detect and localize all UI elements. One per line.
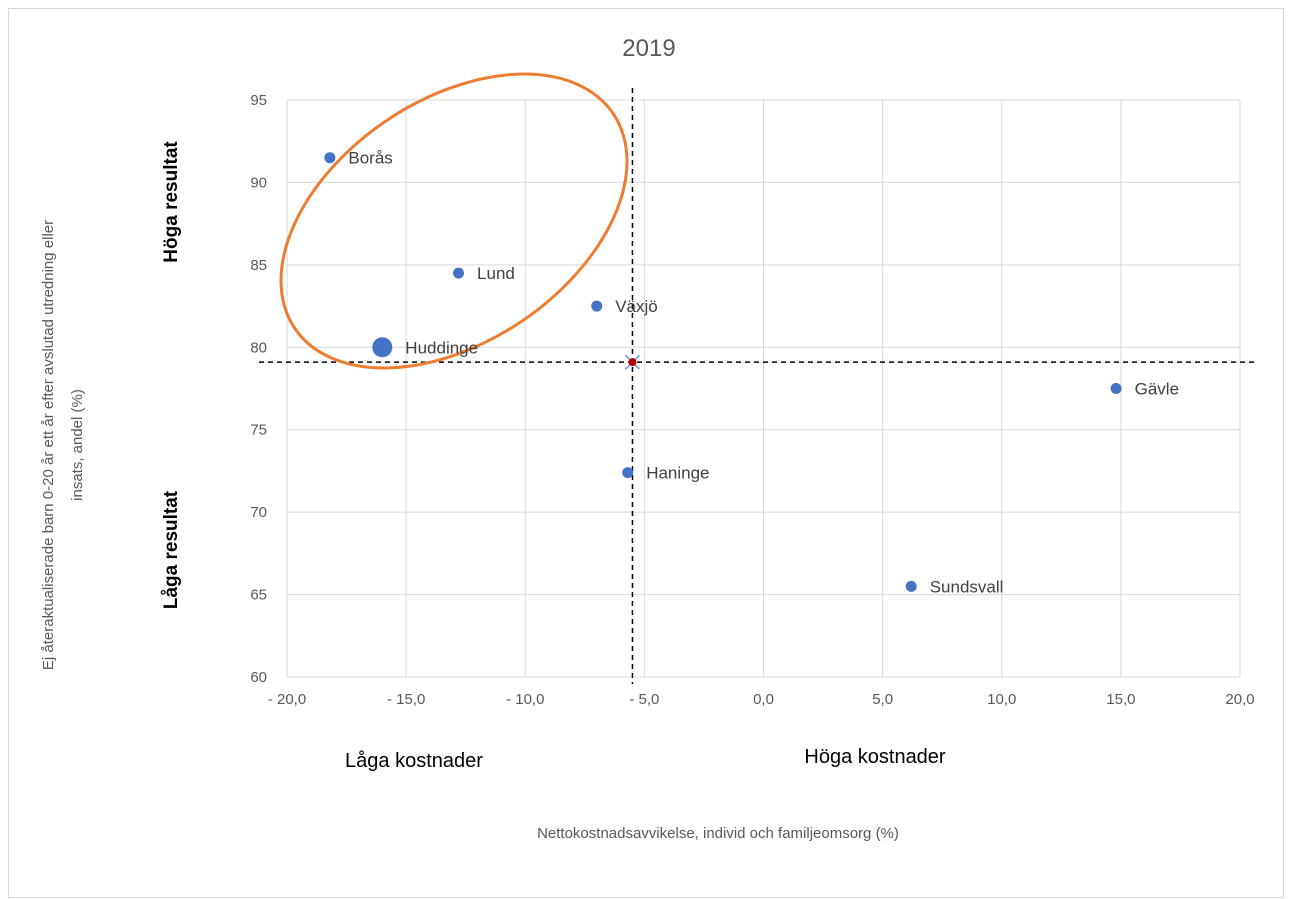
x-tick-label: 15,0 (1106, 691, 1135, 708)
highlight-ellipse (279, 72, 629, 370)
x-tick-label: 5,0 (872, 691, 893, 708)
y-axis-title-line-2: insats, andel (%) (69, 389, 86, 501)
x-tick-label: 0,0 (753, 691, 774, 708)
y-tick-label: 75 (250, 422, 267, 439)
quadrant-label-high-results: Höga resultat (161, 141, 182, 263)
x-tick-label: 20,0 (1225, 691, 1254, 708)
y-tick-label: 90 (250, 174, 267, 191)
quadrant-label-low-results: Låga resultat (161, 490, 182, 609)
y-axis-ticks: 60 65 70 75 80 85 90 95 (250, 92, 267, 686)
data-point (1110, 383, 1122, 394)
y-tick-label: 65 (250, 587, 267, 604)
gridlines (286, 99, 1241, 678)
y-tick-label: 70 (250, 504, 267, 521)
data-label: Sundsvall (930, 577, 1004, 596)
y-tick-label: 85 (250, 257, 267, 274)
data-label: Växjö (615, 297, 658, 316)
y-tick-label: 80 (250, 339, 267, 356)
x-tick-label: - 15,0 (387, 691, 425, 708)
data-points: Borås Lund Växjö Huddinge Haninge Gävle Sundsv… (324, 149, 1179, 596)
data-label: Lund (477, 264, 515, 283)
low-costs-label: Låga kostnader (345, 750, 483, 772)
data-point (591, 300, 603, 312)
data-label: Borås (348, 149, 392, 168)
y-tick-label: 95 (250, 92, 267, 109)
data-point (372, 337, 393, 358)
x-tick-label: - 10,0 (506, 691, 544, 708)
reference-marker-dot (628, 358, 637, 367)
data-label: Huddinge (405, 338, 478, 357)
data-label: Gävle (1135, 380, 1179, 399)
x-tick-label: 10,0 (987, 691, 1016, 708)
y-tick-label: 60 (250, 669, 267, 686)
x-axis-ticks: - 20,0 - 15,0 - 10,0 - 5,0 0,0 5,0 10,0 15,0 20,… (268, 691, 1255, 708)
data-point (905, 580, 917, 592)
highlight-ellipse-layer (279, 72, 629, 370)
x-tick-label: - 20,0 (268, 691, 306, 708)
data-point (324, 152, 336, 164)
data-point (622, 467, 634, 479)
data-point (453, 267, 465, 279)
chart-frame (8, 8, 1284, 898)
x-tick-label: - 5,0 (629, 691, 659, 708)
data-label: Haninge (646, 464, 709, 483)
high-costs-label: Höga kostnader (804, 746, 946, 768)
x-axis-title: Nettokostnadsavvikelse, individ och fami… (537, 825, 899, 842)
chart-title: 2019 (622, 35, 675, 62)
y-axis-title-line-1: Ej återaktualiserade barn 0-20 år ett år… (40, 220, 57, 670)
